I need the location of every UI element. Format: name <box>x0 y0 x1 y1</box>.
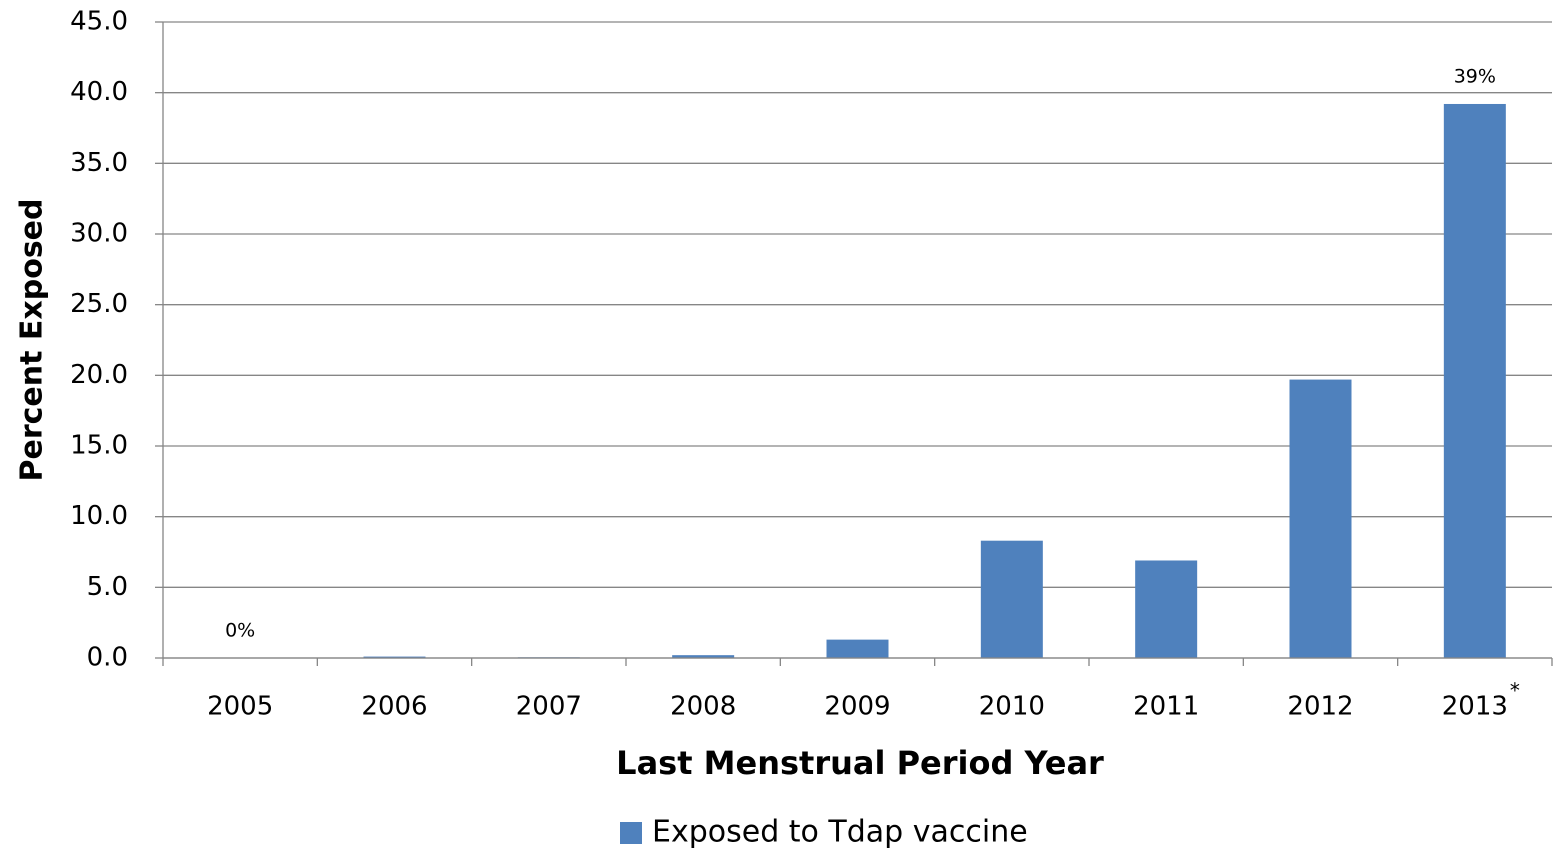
legend-swatch <box>620 822 642 844</box>
x-tick-label: 2010 <box>979 692 1045 722</box>
bar <box>1135 560 1198 658</box>
bar <box>1443 103 1506 659</box>
x-tick-label: 2008 <box>670 692 736 722</box>
y-tick-label: 45.0 <box>70 7 128 37</box>
y-tick-label: 10.0 <box>70 501 128 531</box>
x-tick-label: 2006 <box>361 692 427 722</box>
x-tick-label: 2013 <box>1442 692 1508 722</box>
bar <box>1289 379 1352 658</box>
y-tick-label: 20.0 <box>70 360 128 390</box>
bar <box>980 540 1043 658</box>
y-tick-label: 5.0 <box>87 572 128 602</box>
bar <box>826 639 889 658</box>
y-tick-label: 30.0 <box>70 219 128 249</box>
x-tick-label: 2011 <box>1133 692 1199 722</box>
bar <box>363 656 426 658</box>
data-label: 0% <box>225 620 255 642</box>
y-tick-label: 15.0 <box>70 431 128 461</box>
x-tick-label: 2009 <box>824 692 890 722</box>
y-tick-label: 25.0 <box>70 289 128 319</box>
x-tick-label: 2012 <box>1287 692 1353 722</box>
x-axis-title: Last Menstrual Period Year <box>616 744 1104 782</box>
y-axis-title: Percent Exposed <box>15 198 50 481</box>
bar <box>672 655 735 658</box>
y-tick-label: 35.0 <box>70 148 128 178</box>
x-tick-label: 2005 <box>207 692 273 722</box>
data-label: 39% <box>1454 65 1496 87</box>
x-tick-label: 2007 <box>516 692 582 722</box>
y-tick-label: 0.0 <box>87 643 128 673</box>
annotation: * <box>1510 679 1520 703</box>
legend-label: Exposed to Tdap vaccine <box>652 815 1028 850</box>
y-tick-label: 40.0 <box>70 77 128 107</box>
